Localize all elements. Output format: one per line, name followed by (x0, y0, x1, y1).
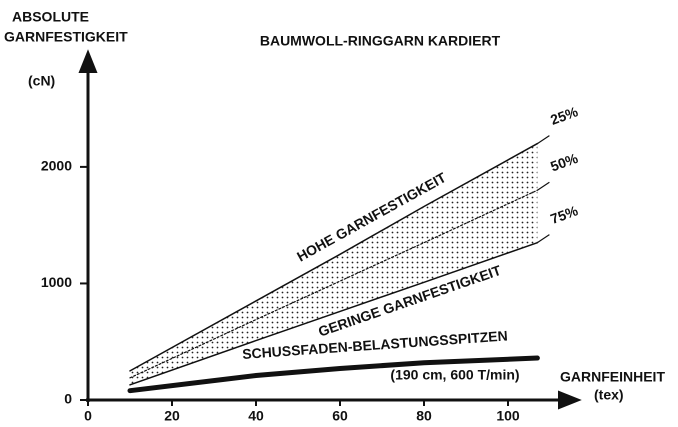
series-label: 25% (548, 103, 580, 128)
leader (537, 181, 550, 191)
x-axis-unit: (tex) (594, 387, 624, 403)
annotation: (190 cm, 600 T/min) (390, 367, 519, 383)
x-tick-label: 100 (496, 408, 520, 424)
chart-title: BAUMWOLL-RINGGARN KARDIERT (260, 33, 501, 49)
series-label: 50% (548, 150, 580, 175)
x-tick-label: 0 (84, 408, 92, 424)
y-axis-unit: (cN) (28, 73, 55, 89)
y-axis-label: ABSOLUTE (12, 9, 89, 25)
line (129, 142, 539, 372)
y-axis-label: GARNFESTIGKEIT (4, 29, 128, 45)
x-tick-label: 40 (248, 408, 264, 424)
x-tick-label: 60 (332, 408, 348, 424)
line (129, 241, 539, 386)
series-label: SCHUSSFADEN-BELASTUNGSSPITZEN (242, 327, 508, 362)
line (127, 355, 540, 394)
x-tick-label: 20 (164, 408, 180, 424)
leader (537, 135, 550, 145)
y-tick-label: 0 (64, 391, 72, 407)
band (130, 143, 538, 385)
y-tick-label: 2000 (41, 158, 72, 174)
x-tick-label: 80 (416, 408, 432, 424)
series-label: 75% (548, 202, 580, 227)
x-axis-label: GARNFEINHEIT (560, 369, 665, 385)
leader (537, 234, 550, 244)
y-tick-label: 1000 (41, 274, 72, 290)
line (129, 189, 538, 379)
